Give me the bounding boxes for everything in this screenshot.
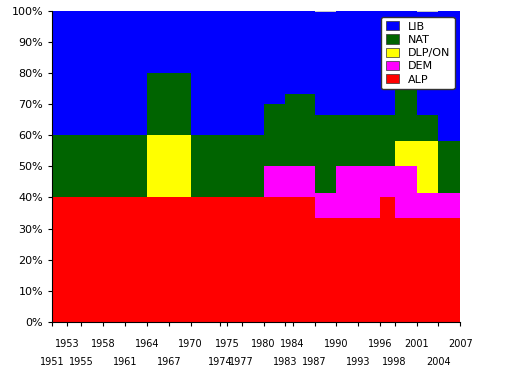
Text: 1993: 1993	[346, 357, 370, 367]
Text: 1975: 1975	[215, 339, 240, 349]
Text: 1996: 1996	[368, 339, 392, 349]
Text: 1964: 1964	[135, 339, 159, 349]
Text: 1958: 1958	[91, 339, 116, 349]
Text: 1983: 1983	[273, 357, 298, 367]
Text: 1984: 1984	[280, 339, 305, 349]
Text: 1970: 1970	[178, 339, 203, 349]
Text: 1967: 1967	[156, 357, 181, 367]
Text: 1998: 1998	[382, 357, 407, 367]
Text: 2004: 2004	[426, 357, 451, 367]
Text: 1990: 1990	[324, 339, 349, 349]
Text: 1987: 1987	[302, 357, 327, 367]
Text: 1974: 1974	[208, 357, 232, 367]
Text: 1951: 1951	[40, 357, 65, 367]
Text: 2007: 2007	[448, 339, 473, 349]
Text: 1980: 1980	[252, 339, 276, 349]
Text: 1961: 1961	[113, 357, 138, 367]
Text: 1953: 1953	[54, 339, 79, 349]
Legend: LIB, NAT, DLP/ON, DEM, ALP: LIB, NAT, DLP/ON, DEM, ALP	[381, 17, 454, 89]
Text: 2001: 2001	[404, 339, 429, 349]
Text: 1955: 1955	[69, 357, 94, 367]
Text: 1977: 1977	[229, 357, 254, 367]
